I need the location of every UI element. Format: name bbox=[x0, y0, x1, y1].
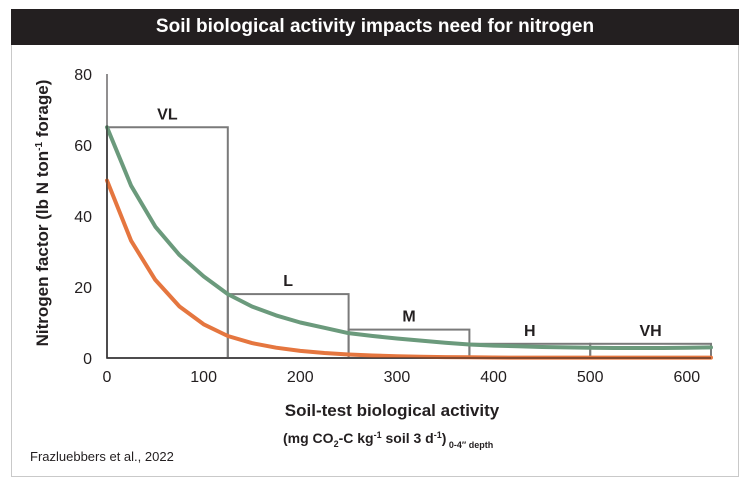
y-tick-label: 80 bbox=[74, 67, 92, 84]
x-units-open: (mg CO bbox=[283, 430, 334, 446]
y-axis-title: Nitrogen factor (lb N ton-1 forage) bbox=[33, 80, 52, 347]
chart-title-bar: Soil biological activity impacts need fo… bbox=[11, 9, 739, 45]
x-units-sup1: -1 bbox=[374, 430, 382, 440]
x-tick-label: 600 bbox=[673, 369, 700, 386]
range-label-m: M bbox=[402, 309, 415, 326]
y-axis-title-sup: -1 bbox=[34, 142, 45, 151]
range-label-vh: VH bbox=[639, 323, 661, 340]
y-axis-title-post: forage) bbox=[33, 80, 52, 142]
y-tick-label: 60 bbox=[74, 138, 92, 155]
x-tick-label: 100 bbox=[190, 369, 217, 386]
chart-title: Soil biological activity impacts need fo… bbox=[155, 16, 595, 37]
series-line-1 bbox=[105, 125, 713, 351]
x-tick-label: 400 bbox=[480, 369, 507, 386]
y-axis-title-pre: Nitrogen factor (lb N ton bbox=[33, 151, 52, 346]
x-tick-label: 0 bbox=[103, 369, 112, 386]
range-label-l: L bbox=[283, 273, 293, 290]
y-tick-label: 20 bbox=[74, 280, 92, 297]
x-axis-title: Soil-test biological activity bbox=[285, 401, 500, 420]
range-label-vl: VL bbox=[157, 106, 178, 123]
x-units-mid1: -C kg bbox=[339, 430, 374, 446]
x-tick-label: 300 bbox=[384, 369, 411, 386]
source-citation: Frazluebbers et al., 2022 bbox=[30, 449, 174, 464]
x-units-sub1: 2 bbox=[334, 439, 339, 449]
y-tick-label: 0 bbox=[83, 351, 92, 368]
y-tick-label: 40 bbox=[74, 209, 92, 226]
x-units-mid2: soil 3 d bbox=[382, 430, 434, 446]
x-units-close: ) bbox=[442, 430, 447, 446]
x-tick-label: 200 bbox=[287, 369, 314, 386]
x-tick-label: 500 bbox=[577, 369, 604, 386]
axes bbox=[106, 74, 711, 359]
x-axis-units: (mg CO2-C kg-1 soil 3 d-1) 0-4″ depth bbox=[283, 430, 493, 450]
tick-labels: 0 100 200 300 400 500 600 0 20 40 60 80 bbox=[74, 67, 700, 386]
x-units-sup2: -1 bbox=[434, 430, 442, 440]
range-label-h: H bbox=[524, 323, 536, 340]
x-units-depth: 0-4″ depth bbox=[446, 440, 493, 450]
